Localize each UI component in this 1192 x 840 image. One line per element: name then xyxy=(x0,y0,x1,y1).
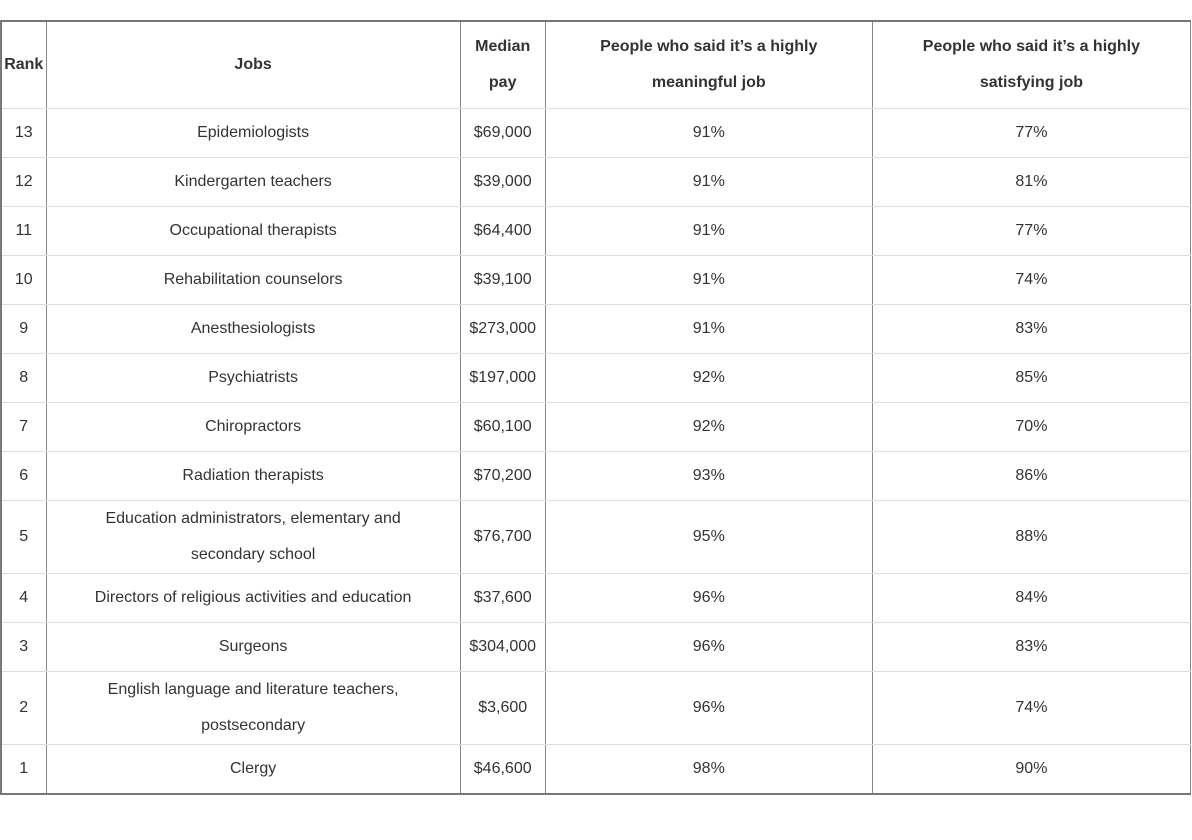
cell-median-pay: $273,000 xyxy=(459,304,546,354)
cell-rank: 10 xyxy=(0,255,47,305)
cell-meaningful-pct: 95% xyxy=(544,500,873,574)
cell-median-pay: $197,000 xyxy=(459,353,546,403)
cell-job: Epidemiologists xyxy=(45,108,461,158)
cell-median-pay: $39,000 xyxy=(459,157,546,207)
cell-meaningful-pct: 96% xyxy=(544,573,873,623)
cell-meaningful-pct: 96% xyxy=(544,671,873,745)
cell-satisfying-pct: 84% xyxy=(871,573,1192,623)
table-row: 3 Surgeons $304,000 96% 83% xyxy=(0,622,1192,672)
cell-rank: 2 xyxy=(0,671,47,745)
cell-rank: 12 xyxy=(0,157,47,207)
cell-meaningful-pct: 96% xyxy=(544,622,873,672)
cell-satisfying-pct: 88% xyxy=(871,500,1192,574)
cell-satisfying-pct: 85% xyxy=(871,353,1192,403)
table-row: 6 Radiation therapists $70,200 93% 86% xyxy=(0,451,1192,501)
header-rank: Rank xyxy=(0,21,47,109)
cell-rank: 8 xyxy=(0,353,47,403)
cell-rank: 13 xyxy=(0,108,47,158)
cell-rank: 5 xyxy=(0,500,47,574)
table-row: 12 Kindergarten teachers $39,000 91% 81% xyxy=(0,157,1192,207)
cell-meaningful-pct: 91% xyxy=(544,255,873,305)
table-row: 13 Epidemiologists $69,000 91% 77% xyxy=(0,108,1192,158)
cell-job: Anesthesiologists xyxy=(45,304,461,354)
table-row: 11 Occupational therapists $64,400 91% 77% xyxy=(0,206,1192,256)
cell-meaningful-pct: 92% xyxy=(544,353,873,403)
cell-rank: 7 xyxy=(0,402,47,452)
cell-rank: 9 xyxy=(0,304,47,354)
cell-job: Occupational therapists xyxy=(45,206,461,256)
cell-rank: 4 xyxy=(0,573,47,623)
table-row: 4 Directors of religious activities and e… xyxy=(0,573,1192,623)
cell-job: Rehabilitation counselors xyxy=(45,255,461,305)
cell-job: Clergy xyxy=(45,744,461,794)
table-row: 9 Anesthesiologists $273,000 91% 83% xyxy=(0,304,1192,354)
cell-satisfying-pct: 83% xyxy=(871,622,1192,672)
cell-job: Directors of religious activities and ed… xyxy=(45,573,461,623)
cell-satisfying-pct: 74% xyxy=(871,671,1192,745)
header-median-pay: Median pay xyxy=(459,21,546,109)
cell-median-pay: $304,000 xyxy=(459,622,546,672)
cell-rank: 3 xyxy=(0,622,47,672)
cell-meaningful-pct: 98% xyxy=(544,744,873,794)
header-row: Rank Jobs Median pay People who said it’… xyxy=(0,21,1192,109)
cell-job: Psychiatrists xyxy=(45,353,461,403)
cell-median-pay: $70,200 xyxy=(459,451,546,501)
table-row: 2 English language and literature teacher… xyxy=(0,671,1192,745)
cell-median-pay: $37,600 xyxy=(459,573,546,623)
jobs-table: Rank Jobs Median pay People who said it’… xyxy=(0,20,1192,795)
table-row: 7 Chiropractors $60,100 92% 70% xyxy=(0,402,1192,452)
cell-median-pay: $46,600 xyxy=(459,744,546,794)
table-row: 10 Rehabilitation counselors $39,100 91% 74% xyxy=(0,255,1192,305)
cell-median-pay: $60,100 xyxy=(459,402,546,452)
cell-median-pay: $69,000 xyxy=(459,108,546,158)
cell-median-pay: $64,400 xyxy=(459,206,546,256)
cell-meaningful-pct: 92% xyxy=(544,402,873,452)
cell-satisfying-pct: 74% xyxy=(871,255,1192,305)
cell-median-pay: $76,700 xyxy=(459,500,546,574)
cell-satisfying-pct: 70% xyxy=(871,402,1192,452)
cell-median-pay: $39,100 xyxy=(459,255,546,305)
cell-meaningful-pct: 91% xyxy=(544,304,873,354)
header-meaningful: People who said it’s a highly meaningful… xyxy=(544,21,873,109)
cell-job: Education administrators, elementary and… xyxy=(45,500,461,574)
cell-job: Radiation therapists xyxy=(45,451,461,501)
cell-rank: 1 xyxy=(0,744,47,794)
cell-job: English language and literature teachers… xyxy=(45,671,461,745)
cell-meaningful-pct: 91% xyxy=(544,206,873,256)
cell-job: Kindergarten teachers xyxy=(45,157,461,207)
header-satisfying: People who said it’s a highly satisfying… xyxy=(871,21,1192,109)
cell-rank: 11 xyxy=(0,206,47,256)
cell-satisfying-pct: 81% xyxy=(871,157,1192,207)
cell-satisfying-pct: 90% xyxy=(871,744,1192,794)
cell-median-pay: $3,600 xyxy=(459,671,546,745)
cell-satisfying-pct: 83% xyxy=(871,304,1192,354)
cell-meaningful-pct: 93% xyxy=(544,451,873,501)
table-row: 5 Education administrators, elementary an… xyxy=(0,500,1192,574)
cell-job: Chiropractors xyxy=(45,402,461,452)
cell-satisfying-pct: 77% xyxy=(871,108,1192,158)
cell-job: Surgeons xyxy=(45,622,461,672)
header-jobs: Jobs xyxy=(45,21,461,109)
cell-meaningful-pct: 91% xyxy=(544,108,873,158)
cell-satisfying-pct: 86% xyxy=(871,451,1192,501)
table-row: 8 Psychiatrists $197,000 92% 85% xyxy=(0,353,1192,403)
cell-satisfying-pct: 77% xyxy=(871,206,1192,256)
cell-meaningful-pct: 91% xyxy=(544,157,873,207)
cell-rank: 6 xyxy=(0,451,47,501)
table-row: 1 Clergy $46,600 98% 90% xyxy=(0,744,1192,794)
